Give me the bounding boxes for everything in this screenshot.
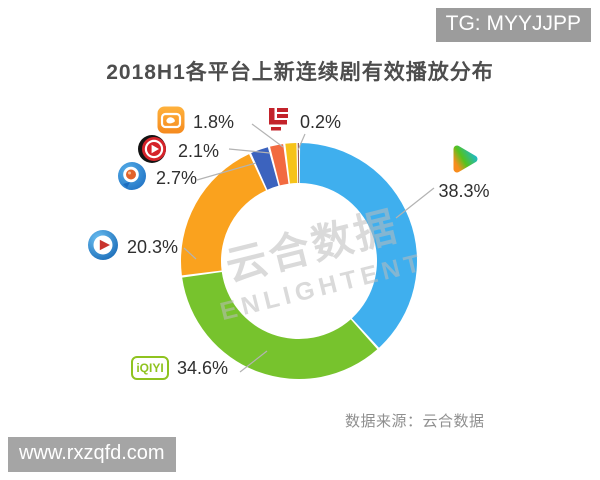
leader-line — [251, 123, 284, 148]
donut-segment-letv — [297, 143, 299, 183]
label-letv: 0.2% — [267, 107, 341, 138]
leader-line — [196, 162, 257, 181]
sohu-video-icon — [137, 134, 167, 169]
label-iqiyi: iQIYI 34.6% — [131, 356, 228, 380]
percent-label: 1.8% — [193, 112, 235, 132]
watermark-badge-top-right: TG: MYYJJPP — [435, 8, 591, 42]
donut-segment-youku — [180, 154, 266, 276]
donut-segment-iqiyi — [182, 272, 378, 380]
leader-line — [183, 247, 197, 260]
iqiyi-icon: iQIYI — [131, 356, 169, 380]
tencent-video-icon — [447, 142, 481, 181]
letv-icon — [267, 107, 295, 138]
percent-label: 20.3% — [127, 237, 179, 257]
pptv-icon — [117, 161, 147, 196]
donut-segment-pptv — [251, 147, 279, 190]
page-title: 2018H1各平台上新连续剧有效播放分布 — [106, 61, 494, 84]
label-mango-tv: 1.8% — [157, 106, 234, 139]
watermark-badge-bottom-left: www.rxzqfd.com — [8, 437, 176, 472]
percent-label: 34.6% — [177, 357, 229, 378]
data-source-note: 数据来源：云合数据 — [345, 413, 485, 430]
mango-tv-icon — [157, 106, 185, 139]
donut-segment-mango-tv — [285, 143, 298, 184]
leader-line — [297, 133, 306, 151]
label-youku: 20.3% — [87, 229, 178, 266]
youku-icon — [87, 229, 119, 266]
leader-line — [228, 148, 271, 154]
donut-segment-sohu-video — [270, 144, 289, 186]
label-pptv: 2.7% — [117, 161, 197, 196]
percent-label: 0.2% — [300, 112, 342, 132]
percent-label: 38.3% — [438, 181, 490, 201]
leader-lines — [183, 123, 435, 373]
donut-segment-tencent-video — [299, 143, 417, 348]
percent-label: 2.7% — [156, 168, 198, 188]
leader-line — [239, 350, 268, 373]
leader-line — [395, 187, 435, 219]
percent-label: 2.1% — [178, 141, 220, 161]
label-sohu-video: 2.1% — [137, 134, 219, 169]
label-tencent-video: 38.3% — [426, 142, 502, 202]
